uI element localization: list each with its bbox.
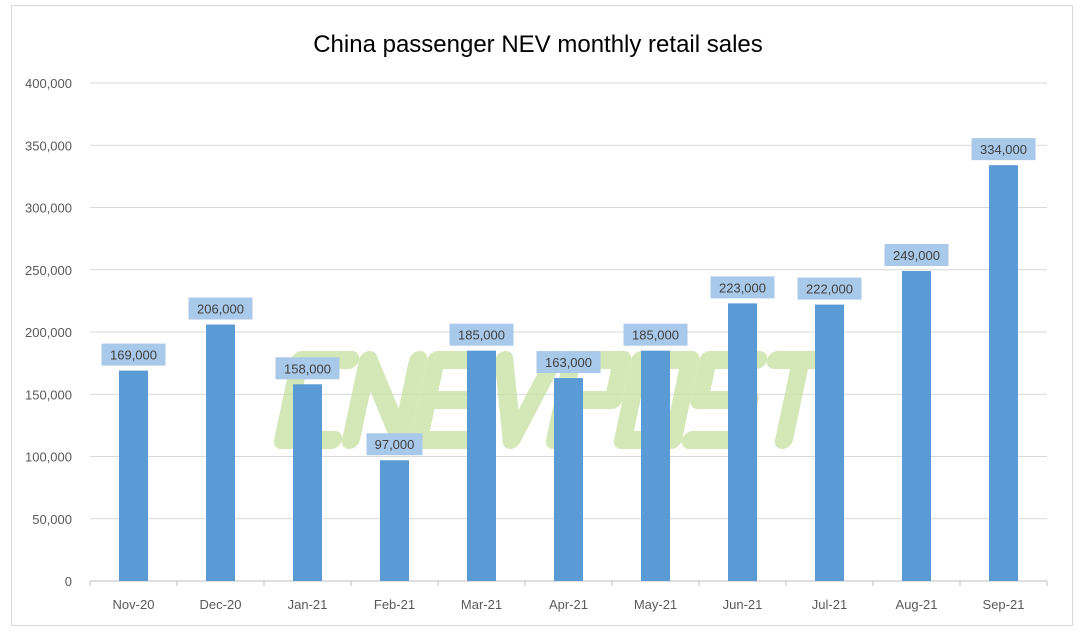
y-tick-label: 300,000	[25, 201, 72, 216]
y-tick-label: 400,000	[25, 76, 72, 91]
bar	[380, 460, 409, 581]
y-tick-label: 50,000	[32, 512, 72, 527]
x-tick-label: Jan-21	[288, 597, 328, 612]
y-tick-label: 150,000	[25, 387, 72, 402]
data-label-box	[623, 323, 688, 346]
bar	[467, 350, 496, 581]
data-label: 206,000	[197, 302, 244, 317]
bar	[815, 304, 844, 581]
x-tick-label: Dec-20	[200, 597, 242, 612]
watermark-letter	[613, 351, 700, 449]
data-label: 222,000	[806, 282, 853, 297]
y-tick-label: 100,000	[25, 450, 72, 465]
data-label: 185,000	[458, 328, 505, 343]
chart-title: China passenger NEV monthly retail sales	[313, 31, 763, 58]
bar	[554, 378, 583, 581]
x-tick-label: Apr-21	[549, 597, 588, 612]
data-label-box	[449, 323, 514, 346]
x-tick-label: May-21	[634, 597, 677, 612]
data-label-box	[884, 243, 949, 266]
data-label: 334,000	[980, 142, 1027, 157]
data-label-box	[536, 351, 601, 374]
chart-frame	[11, 5, 1073, 626]
y-tick-label: 250,000	[25, 263, 72, 278]
data-label-box	[366, 433, 423, 456]
data-label: 163,000	[545, 355, 592, 370]
bar	[293, 384, 322, 581]
data-label-box	[797, 277, 862, 300]
bar	[119, 370, 148, 581]
y-tick-label: 200,000	[25, 325, 72, 340]
bar	[641, 350, 670, 581]
data-label: 223,000	[719, 280, 766, 295]
bar	[728, 303, 757, 581]
x-tick-label: Jun-21	[723, 597, 763, 612]
data-label-box	[971, 138, 1036, 161]
bar	[989, 165, 1018, 582]
watermark-letter	[494, 351, 564, 449]
data-label: 185,000	[632, 328, 679, 343]
data-label: 169,000	[110, 348, 157, 363]
watermark-letter	[409, 351, 496, 449]
x-tick-label: Feb-21	[374, 597, 415, 612]
data-label-box	[275, 357, 340, 380]
y-tick-label: 0	[65, 574, 72, 589]
data-label: 97,000	[375, 437, 415, 452]
x-tick-label: Jul-21	[812, 597, 847, 612]
x-tick-label: Mar-21	[461, 597, 502, 612]
x-tick-label: Sep-21	[983, 597, 1025, 612]
bar	[206, 324, 235, 581]
x-tick-label: Aug-21	[896, 597, 938, 612]
data-label-box	[188, 297, 253, 320]
data-label: 158,000	[284, 361, 331, 376]
data-label: 249,000	[893, 248, 940, 263]
x-tick-label: Nov-20	[113, 597, 155, 612]
y-tick-label: 350,000	[25, 138, 72, 153]
bar	[902, 270, 931, 581]
data-label-box	[710, 276, 775, 299]
data-label-box	[101, 343, 166, 366]
watermark-letter	[341, 351, 428, 449]
